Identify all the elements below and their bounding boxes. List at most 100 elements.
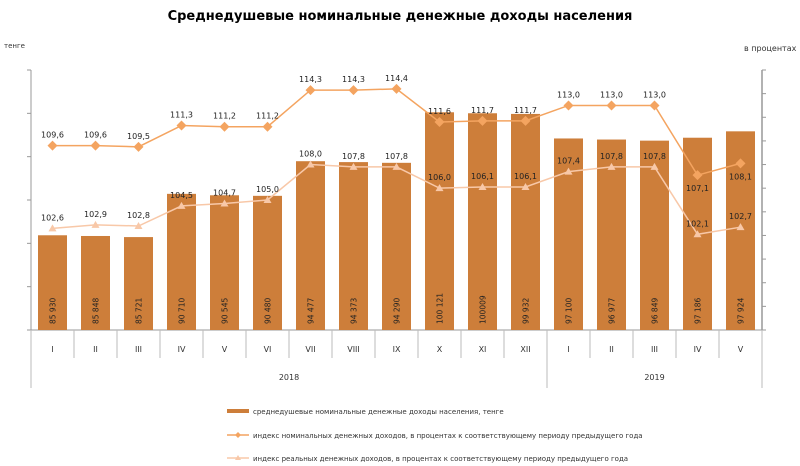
data-point-diamond [133, 141, 144, 152]
data-label: 104,7 [213, 189, 236, 198]
data-point-diamond [176, 120, 187, 131]
data-label: 106,1 [514, 172, 537, 181]
bar [210, 195, 239, 330]
data-label: 109,6 [84, 131, 107, 140]
category-label: VI [264, 345, 272, 354]
data-point-triangle [91, 220, 100, 228]
data-label: 102,1 [686, 219, 709, 228]
bar-value-label: 90 710 [178, 298, 187, 324]
data-label: 111,7 [471, 106, 494, 115]
data-point-diamond [563, 100, 574, 111]
data-point-diamond [47, 140, 58, 151]
category-label: IV [178, 345, 186, 354]
category-label: II [609, 345, 614, 354]
category-label: X [437, 345, 443, 354]
data-point-diamond [735, 158, 746, 169]
category-label: I [567, 345, 569, 354]
data-label: 109,6 [41, 131, 64, 140]
data-label: 102,8 [127, 211, 150, 220]
category-label: V [222, 345, 228, 354]
data-point-triangle [306, 160, 315, 168]
bar [253, 195, 282, 330]
data-point-triangle [220, 199, 229, 207]
data-label: 113,0 [557, 90, 580, 99]
data-point-triangle [478, 183, 487, 190]
bar [468, 113, 497, 330]
category-label: XI [479, 345, 487, 354]
data-label: 107,1 [686, 184, 709, 193]
data-point-triangle [435, 184, 444, 192]
data-label: 107,8 [385, 152, 408, 161]
legend-marker-diamond [235, 432, 241, 438]
data-point-triangle [392, 162, 401, 170]
bar-value-label: 100 121 [436, 293, 445, 324]
bar-value-label: 90 545 [221, 298, 230, 324]
category-label: IX [393, 345, 401, 354]
data-point-diamond [649, 100, 660, 111]
category-label: V [738, 345, 744, 354]
category-label: XII [520, 345, 530, 354]
bar-value-label: 94 373 [350, 298, 359, 324]
data-label: 113,0 [643, 90, 666, 99]
data-label: 102,6 [41, 213, 64, 222]
series-line [52, 88, 741, 177]
bar-value-label: 85 848 [92, 298, 101, 324]
category-label: III [651, 345, 658, 354]
data-point-triangle [349, 162, 358, 170]
legend-entry: индекс номинальных денежных доходов, в п… [253, 432, 643, 440]
left-axis-label: тенге [4, 42, 25, 50]
bar [296, 161, 325, 330]
year-label: 2019 [644, 373, 664, 382]
data-label: 114,3 [342, 75, 365, 84]
data-point-diamond [90, 140, 101, 151]
data-point-diamond [477, 115, 488, 126]
bar-value-label: 96 849 [651, 298, 660, 324]
bar [382, 162, 411, 330]
data-label: 106,0 [428, 173, 451, 182]
category-label: II [93, 345, 98, 354]
bar-value-label: 85 721 [135, 298, 144, 324]
bar-value-label: 97 924 [737, 298, 746, 324]
data-label: 108,1 [729, 172, 752, 181]
bar-value-label: 96 977 [608, 298, 617, 324]
data-point-diamond [520, 115, 531, 126]
legend-swatch-bar [227, 409, 249, 413]
data-label: 113,0 [600, 90, 623, 99]
data-label: 104,5 [170, 191, 193, 200]
bar [124, 237, 153, 330]
data-label: 114,4 [385, 74, 408, 83]
data-point-diamond [606, 100, 617, 111]
data-label: 106,1 [471, 172, 494, 181]
data-point-triangle [521, 183, 530, 190]
data-label: 102,9 [84, 210, 107, 219]
bar [640, 140, 669, 330]
data-point-diamond [305, 85, 316, 96]
data-point-triangle [48, 224, 57, 232]
data-label: 111,6 [428, 107, 451, 116]
legend-entry: индекс реальных денежных доходов, в проц… [253, 455, 628, 463]
data-point-triangle [736, 223, 745, 231]
data-point-triangle [263, 196, 272, 203]
bar [38, 235, 67, 330]
right-axis-label: в процентах [744, 44, 797, 53]
data-point-diamond [391, 83, 402, 94]
bar [511, 113, 540, 330]
data-label: 105,0 [256, 185, 279, 194]
bar [81, 235, 110, 330]
data-point-triangle [564, 167, 573, 175]
data-label: 111,3 [170, 111, 193, 120]
year-label: 2018 [279, 373, 299, 382]
data-point-triangle [134, 222, 143, 229]
data-point-diamond [219, 121, 230, 132]
category-label: VIII [347, 345, 360, 354]
data-label: 107,4 [557, 157, 580, 166]
bar-value-label: 100009 [479, 295, 488, 324]
bar-value-label: 99 932 [522, 298, 531, 324]
data-point-diamond [348, 85, 359, 96]
bar [597, 139, 626, 330]
bar-value-label: 94 477 [307, 298, 316, 324]
category-label: III [135, 345, 142, 354]
bar [167, 193, 196, 330]
data-label: 111,7 [514, 106, 537, 115]
